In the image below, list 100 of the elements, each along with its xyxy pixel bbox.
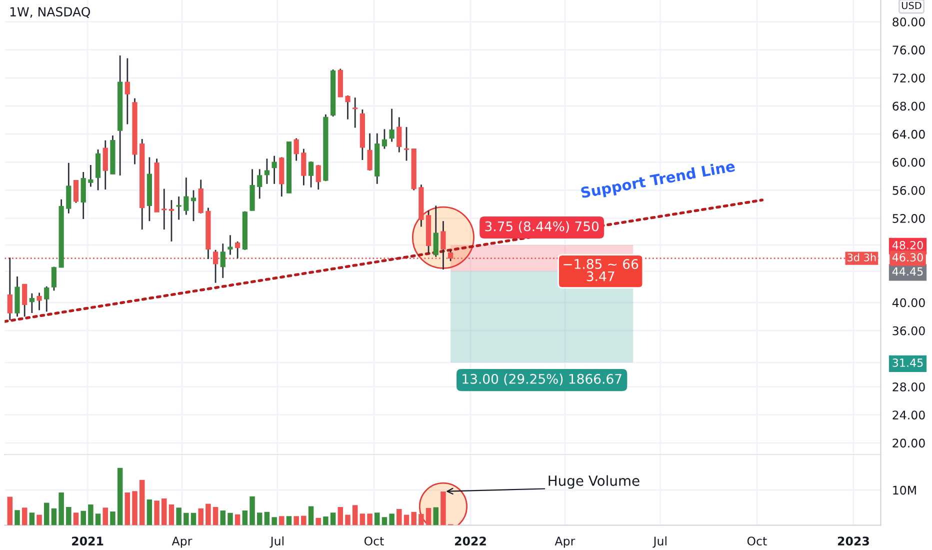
bar <box>7 496 13 526</box>
bar <box>404 514 410 526</box>
x-tick-label: 2021 <box>72 536 104 546</box>
candlestick <box>345 94 350 120</box>
bar <box>190 512 196 526</box>
bar <box>22 508 28 526</box>
bar <box>228 512 233 526</box>
bar <box>382 517 388 526</box>
bar <box>88 504 94 526</box>
candlestick <box>301 148 306 186</box>
bar <box>345 514 350 526</box>
candlestick <box>396 116 402 154</box>
bar <box>124 492 130 526</box>
bar <box>168 504 174 526</box>
y-tick-label: 76.00 <box>892 46 925 54</box>
bar <box>29 512 35 526</box>
annotation: Huge Volume <box>548 475 640 489</box>
bar <box>272 517 277 526</box>
candlestick <box>184 176 189 216</box>
bar <box>279 516 284 526</box>
candlestick <box>198 179 204 214</box>
x-tick-label: Jul <box>270 536 284 548</box>
candlestick <box>102 140 108 190</box>
bar <box>323 516 328 526</box>
bar <box>301 516 306 526</box>
bar <box>242 510 248 526</box>
bar <box>73 512 79 526</box>
candlestick <box>433 204 438 258</box>
bar <box>367 514 372 526</box>
x-tick-label: Apr <box>554 536 576 548</box>
candlestick <box>440 220 446 270</box>
y-tick-label: 68.00 <box>892 102 925 111</box>
bar <box>198 508 204 526</box>
candlestick <box>66 162 72 214</box>
y-tick-label: 31.45 <box>892 358 923 367</box>
bar <box>66 506 72 526</box>
bar <box>36 514 42 526</box>
y-tick-label: 56.00 <box>892 186 925 195</box>
candlestick <box>51 266 57 292</box>
bar <box>117 468 123 526</box>
bar <box>308 506 314 526</box>
bar <box>102 508 108 526</box>
candlestick <box>316 164 321 190</box>
candlestick <box>73 180 79 204</box>
y-tick-label: 10M <box>893 486 916 495</box>
series-label: 13.00 (29.25%) 1866.67 <box>462 374 622 386</box>
bar <box>426 508 432 526</box>
y-tick-label: 60.00 <box>892 158 925 167</box>
bar <box>80 510 86 526</box>
text: USD <box>902 2 922 10</box>
y-tick-label: 20.00 <box>892 438 925 448</box>
candlestick <box>36 292 42 311</box>
bar <box>44 502 50 526</box>
candlestick <box>80 171 86 220</box>
bar <box>14 510 20 526</box>
bar <box>389 514 394 526</box>
chart-title: 1W, NASDAQ <box>10 7 90 18</box>
annotation: −1.85 ~ 66 3.47 <box>564 259 638 282</box>
candlestick <box>162 188 167 230</box>
x-tick-label: Oct <box>747 536 767 546</box>
bar <box>162 498 167 526</box>
bar <box>212 506 218 526</box>
candlestick <box>272 155 277 185</box>
y-tick-label: 72.00 <box>892 74 925 83</box>
candlestick <box>352 96 358 128</box>
candlestick <box>404 126 410 162</box>
ref-line-label: 46.30 <box>892 253 923 262</box>
candlestick <box>176 196 182 220</box>
candlestick <box>382 128 388 150</box>
bar <box>250 496 255 526</box>
candlestick <box>389 108 394 142</box>
candlestick <box>257 168 262 200</box>
candlestick <box>95 148 101 191</box>
bar <box>440 491 446 526</box>
y-tick-label: 28.00 <box>892 382 925 392</box>
y-tick-label: 52.00 <box>892 214 925 223</box>
candlestick <box>124 58 130 125</box>
candlestick <box>220 242 226 279</box>
x-tick-label: Jul <box>652 536 666 548</box>
annotation: 3d 3h <box>848 253 876 262</box>
candlestick <box>308 160 314 188</box>
bar <box>338 506 344 526</box>
y-tick-label: 36.00 <box>892 326 925 336</box>
bar <box>294 516 299 526</box>
bar <box>264 512 270 526</box>
candlestick <box>22 284 28 318</box>
bar <box>316 518 321 526</box>
bar <box>411 512 416 526</box>
candlestick <box>367 132 372 172</box>
bar <box>234 514 240 526</box>
y-tick-label: 24.00 <box>892 410 925 420</box>
bar <box>286 516 292 526</box>
bar <box>352 505 358 526</box>
bar <box>139 480 145 526</box>
bar <box>51 508 57 526</box>
bar <box>95 514 101 526</box>
bar <box>206 504 211 526</box>
bar <box>396 509 402 526</box>
bar <box>360 514 366 526</box>
x-tick-label: 2022 <box>455 536 486 546</box>
